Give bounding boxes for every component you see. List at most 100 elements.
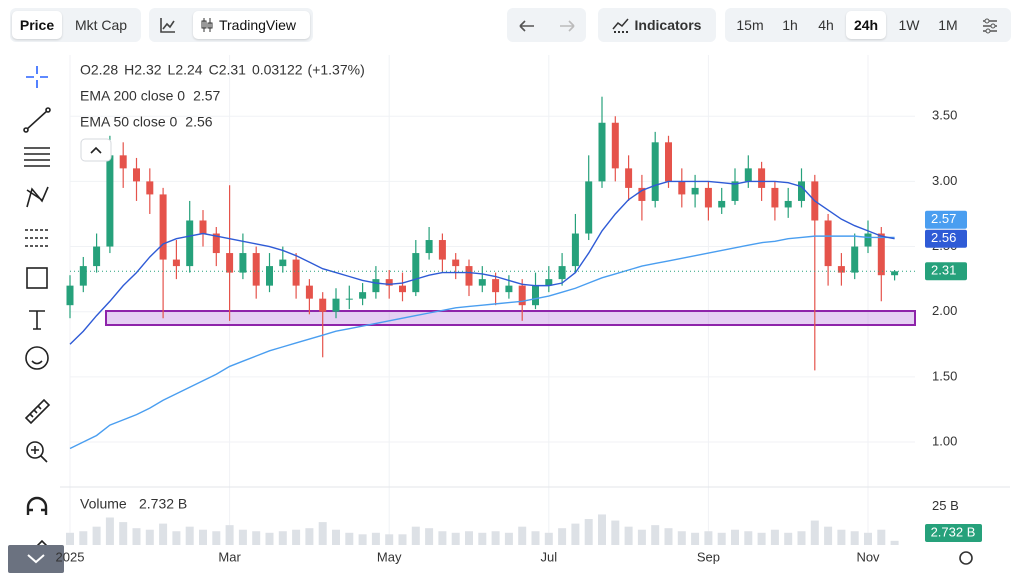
volume-legend: Volume bbox=[80, 496, 127, 512]
chevron bbox=[27, 554, 45, 564]
pattern-tool[interactable] bbox=[26, 186, 49, 208]
change-pct: (+1.37%) bbox=[308, 62, 365, 78]
volume-bar bbox=[358, 534, 367, 545]
volume-bar bbox=[637, 529, 646, 545]
candle-body bbox=[798, 181, 805, 201]
volume-bar bbox=[890, 540, 899, 545]
volume-bar bbox=[691, 532, 700, 545]
candle-body bbox=[891, 271, 899, 276]
interval-button[interactable]: 24h bbox=[846, 11, 886, 39]
ema-legend-name: EMA 50 close 0 bbox=[80, 114, 177, 130]
candle-body bbox=[345, 298, 353, 300]
ohlc-value: 2.32 bbox=[134, 62, 161, 78]
last-price-box bbox=[925, 262, 967, 281]
volume-bar bbox=[305, 528, 314, 545]
candle-body bbox=[106, 155, 114, 247]
candle-body bbox=[359, 292, 367, 299]
candle-icon bbox=[201, 18, 213, 32]
interval-button[interactable]: 4h bbox=[818, 17, 834, 33]
candle-body bbox=[305, 285, 313, 299]
candle-body bbox=[399, 285, 406, 293]
shape-tool[interactable] bbox=[26, 267, 48, 289]
candle-body bbox=[877, 233, 885, 276]
collapse-button[interactable] bbox=[8, 545, 64, 573]
candle-body bbox=[133, 168, 140, 182]
price-tab[interactable]: Price bbox=[12, 11, 62, 39]
volume-bar bbox=[624, 526, 633, 545]
interval-button[interactable]: 1W bbox=[898, 17, 920, 33]
candle-body bbox=[585, 181, 593, 234]
candle-body bbox=[678, 181, 686, 195]
candle-body bbox=[79, 266, 87, 286]
volume-bar bbox=[92, 526, 101, 545]
magnet-tool[interactable] bbox=[26, 496, 48, 515]
volume-bar bbox=[252, 531, 261, 545]
line-chart-icon[interactable] bbox=[158, 15, 178, 35]
ema-legend-name: EMA 200 close 0 bbox=[80, 88, 185, 104]
ema-legend-value: 2.57 bbox=[193, 88, 220, 104]
candle-body bbox=[718, 200, 726, 208]
settings-icon[interactable] bbox=[980, 16, 1000, 36]
volume-bar bbox=[611, 520, 620, 545]
y-tick-label: 1.00 bbox=[932, 433, 957, 448]
arrows[interactable] bbox=[516, 16, 580, 36]
ema-price-label: 2.56 bbox=[931, 230, 956, 245]
candle-body bbox=[146, 181, 154, 195]
volume-bar bbox=[411, 526, 420, 545]
volume-tick-label: 25 B bbox=[932, 498, 959, 513]
volume-bar bbox=[717, 532, 726, 545]
volume-bar bbox=[159, 523, 168, 545]
volume-bar bbox=[398, 534, 407, 545]
emoji-tool[interactable] bbox=[25, 346, 49, 370]
volume-bar bbox=[584, 519, 593, 545]
volume-bar bbox=[770, 529, 779, 545]
candle-body bbox=[438, 240, 446, 260]
volume-bar bbox=[850, 531, 859, 545]
projection-tool[interactable] bbox=[25, 229, 49, 247]
indicators-button[interactable]: Indicators bbox=[634, 17, 702, 33]
candle-body bbox=[532, 285, 539, 306]
candle-body bbox=[598, 122, 606, 182]
fib-tool[interactable] bbox=[24, 147, 50, 167]
trend-line-tool[interactable] bbox=[25, 109, 49, 131]
ema-price-box bbox=[925, 229, 967, 248]
x-tick-label: Sep bbox=[697, 549, 720, 564]
candle-body bbox=[319, 298, 327, 312]
ema-price-label: 2.57 bbox=[931, 211, 956, 226]
volume-bar bbox=[784, 532, 793, 545]
volume-bar bbox=[105, 517, 114, 545]
volume-bar bbox=[864, 532, 872, 545]
candle-body bbox=[199, 220, 207, 234]
candle-body bbox=[837, 266, 845, 273]
interval-button[interactable]: 15m bbox=[736, 17, 764, 33]
candle-body bbox=[93, 246, 101, 267]
x-tick-label: Mar bbox=[218, 549, 241, 564]
ohlc-value: 2.28 bbox=[91, 62, 118, 78]
mkt-cap-tab[interactable]: Mkt Cap bbox=[74, 17, 128, 33]
interval-button[interactable]: 1M bbox=[938, 17, 958, 33]
candle-body bbox=[638, 187, 646, 201]
indicators-icon bbox=[612, 18, 629, 33]
volume-bar bbox=[757, 532, 766, 545]
candle-body bbox=[545, 279, 553, 286]
candle-body bbox=[252, 253, 260, 286]
ruler-tool[interactable] bbox=[24, 398, 51, 425]
volume-bar bbox=[292, 529, 301, 545]
volume-bar bbox=[438, 531, 447, 545]
candle-body bbox=[385, 279, 393, 286]
x-tick-label: 2025 bbox=[56, 549, 85, 564]
candle-body bbox=[492, 279, 500, 293]
crosshair-tool[interactable] bbox=[26, 66, 48, 88]
volume-bar bbox=[238, 529, 247, 545]
zoom-tool[interactable] bbox=[26, 441, 44, 459]
collapse-legend bbox=[80, 138, 112, 162]
candle-body bbox=[864, 233, 872, 247]
candle-body bbox=[744, 168, 752, 182]
interval-button[interactable]: 1h bbox=[782, 17, 798, 33]
volume-legend-value: 2.732 B bbox=[139, 496, 187, 512]
volume-bar bbox=[278, 531, 287, 545]
text-tool[interactable] bbox=[29, 310, 45, 330]
volume-bar bbox=[265, 532, 274, 545]
